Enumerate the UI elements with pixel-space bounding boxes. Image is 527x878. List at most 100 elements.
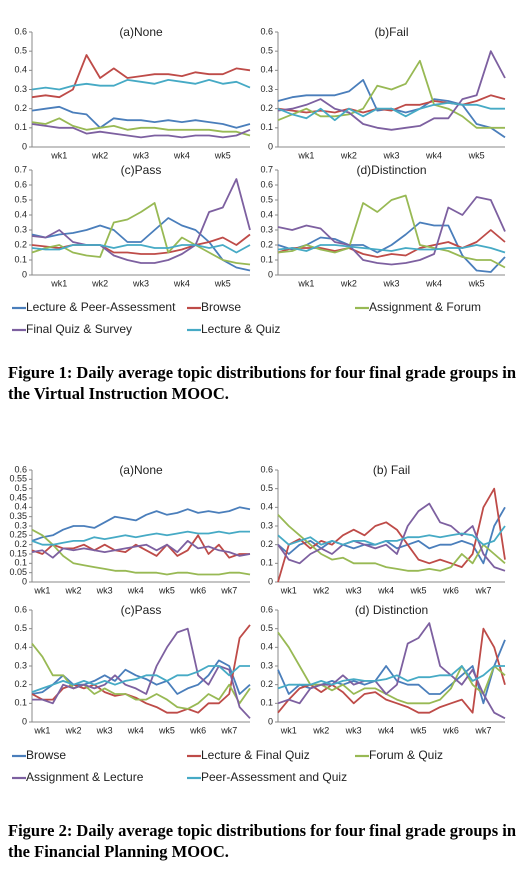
y-tick-label: 0.4 (14, 642, 27, 652)
y-tick-label: 0.35 (9, 511, 27, 521)
figure-caption: Figure 2: Daily average topic distributi… (8, 821, 516, 861)
y-tick-label: 0.6 (14, 464, 27, 474)
y-tick-label: 0.4 (14, 65, 27, 75)
legend-label: Browse (26, 748, 66, 762)
legend-label: Lecture & Final Quiz (201, 748, 310, 762)
x-tick-label: wk1 (280, 585, 297, 595)
x-tick-label: wk3 (132, 150, 149, 160)
y-tick-label: 0.4 (260, 209, 273, 219)
x-tick-label: wk7 (220, 585, 237, 595)
y-tick-label: 0.3 (14, 84, 27, 94)
x-tick-label: wk4 (425, 278, 442, 288)
y-tick-label: 0 (268, 716, 273, 726)
x-tick-label: wk3 (96, 585, 113, 595)
y-tick-label: 0.3 (14, 224, 27, 234)
series-line (277, 59, 505, 129)
x-tick-label: wk7 (474, 585, 491, 595)
legend-label: Lecture & Peer-Assessment (26, 300, 176, 314)
y-tick-label: 0.2 (14, 103, 27, 113)
y-tick-label: 0.1 (260, 122, 273, 132)
panel-title: (b)Fail (374, 25, 408, 39)
x-tick-label: wk2 (65, 725, 82, 735)
y-tick-label: 0.4 (260, 502, 273, 512)
y-tick-label: 0.5 (260, 194, 273, 204)
panel-title: (c)Pass (121, 603, 162, 617)
series-line (277, 514, 506, 572)
x-tick-label: wk6 (442, 585, 459, 595)
series-line (277, 221, 506, 273)
x-tick-label: wk3 (132, 278, 149, 288)
series-line (31, 79, 251, 91)
x-tick-label: wk1 (33, 725, 50, 735)
y-tick-label: 0.45 (9, 492, 27, 502)
y-tick-label: 0.6 (260, 464, 273, 474)
legend-label: Browse (201, 300, 241, 314)
series-line (277, 627, 506, 714)
series-line (277, 525, 506, 546)
x-tick-label: wk7 (474, 725, 491, 735)
y-tick-label: 0.55 (9, 474, 27, 484)
series-line (31, 244, 251, 254)
x-tick-label: wk1 (50, 150, 67, 160)
x-tick-label: wk7 (220, 725, 237, 735)
y-tick-label: 0 (22, 716, 27, 726)
series-line (277, 196, 506, 266)
x-tick-label: wk4 (377, 585, 394, 595)
series-line (31, 530, 250, 546)
x-tick-label: wk5 (214, 278, 231, 288)
series-line (277, 631, 506, 705)
y-tick-label: 0.3 (14, 660, 27, 670)
y-tick-label: 0 (268, 141, 273, 151)
y-tick-label: 0.5 (14, 46, 27, 56)
x-tick-label: wk4 (173, 150, 190, 160)
series-line (31, 217, 251, 272)
series-line (31, 528, 251, 576)
x-tick-label: wk2 (65, 585, 82, 595)
y-tick-label: 0.1 (14, 254, 27, 264)
x-tick-label: wk2 (340, 150, 357, 160)
x-tick-label: wk5 (158, 725, 175, 735)
x-tick-label: wk5 (214, 150, 231, 160)
y-tick-label: 0.2 (260, 679, 273, 689)
y-tick-label: 0.2 (14, 679, 27, 689)
y-tick-label: 0.2 (14, 239, 27, 249)
y-tick-label: 0.5 (14, 483, 27, 493)
x-tick-label: wk1 (297, 278, 314, 288)
y-tick-label: 0.1 (260, 698, 273, 708)
y-tick-label: 0.1 (260, 254, 273, 264)
y-tick-label: 0.3 (260, 224, 273, 234)
panel-title: (a)None (119, 25, 163, 39)
y-tick-label: 0.5 (14, 194, 27, 204)
y-tick-label: 0.25 (9, 530, 27, 540)
y-tick-label: 0.15 (9, 548, 27, 558)
y-tick-label: 0.6 (260, 604, 273, 614)
y-tick-label: 0.6 (14, 604, 27, 614)
panel-title: (b) Fail (373, 463, 410, 477)
x-tick-label: wk5 (410, 585, 427, 595)
x-tick-label: wk5 (468, 278, 485, 288)
legend-label: Forum & Quiz (369, 748, 443, 762)
x-tick-label: wk4 (127, 725, 144, 735)
y-tick-label: 0.4 (260, 642, 273, 652)
y-tick-label: 0 (22, 576, 27, 586)
y-tick-label: 0.05 (9, 567, 27, 577)
series-line (31, 665, 250, 693)
y-tick-label: 0.6 (260, 179, 273, 189)
y-tick-label: 0.1 (14, 122, 27, 132)
y-tick-label: 0.5 (260, 483, 273, 493)
x-tick-label: wk1 (280, 725, 297, 735)
x-tick-label: wk4 (425, 150, 442, 160)
series-line (277, 487, 506, 583)
x-tick-label: wk1 (50, 278, 67, 288)
y-tick-label: 0.6 (14, 179, 27, 189)
series-line (32, 627, 251, 719)
x-tick-label: wk1 (297, 150, 314, 160)
y-tick-label: 0.6 (260, 26, 273, 36)
panel-title: (d) Distinction (355, 603, 428, 617)
series-line (31, 105, 251, 129)
x-tick-label: wk1 (33, 585, 50, 595)
legend-label: Lecture & Quiz (201, 322, 280, 336)
x-tick-label: wk3 (96, 725, 113, 735)
series-line (277, 665, 505, 690)
